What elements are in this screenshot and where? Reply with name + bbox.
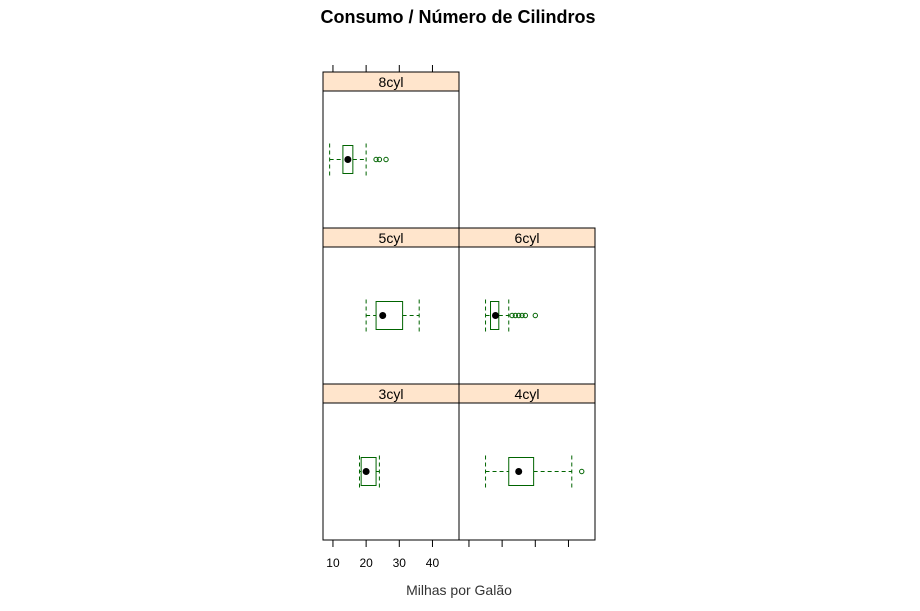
outlier-point <box>532 312 538 319</box>
box-iqr <box>508 457 535 486</box>
outlier-point <box>512 312 519 319</box>
outlier-point <box>516 312 522 319</box>
panel-strip-label: 4cyl <box>515 386 540 402</box>
panel-3cyl: 3cyl <box>322 383 460 541</box>
panel-strip-label: 6cyl <box>515 230 540 246</box>
panel-strip-label: 8cyl <box>379 74 404 90</box>
panel-strip-label: 5cyl <box>379 230 404 246</box>
panel-8cyl: 8cyl <box>322 71 460 229</box>
box-iqr <box>342 145 354 174</box>
panel-6cyl: 6cyl <box>458 227 596 385</box>
panel-5cyl: 5cyl <box>322 227 460 385</box>
outlier-point <box>522 312 529 319</box>
x-axis-label: Milhas por Galão <box>406 582 512 598</box>
panel-frame <box>322 246 460 385</box>
outlier-point <box>579 468 585 475</box>
box-iqr <box>375 301 404 330</box>
outlier-point <box>519 312 525 319</box>
median-dot <box>515 468 523 475</box>
x-tick-label: 30 <box>393 556 407 570</box>
chart-title: Consumo / Número de Cilindros <box>320 7 595 27</box>
median-dot <box>344 156 352 163</box>
panel-4cyl: 4cyl <box>458 383 596 541</box>
x-axis: 10 20 30 40 <box>326 65 569 570</box>
median-dot <box>379 312 387 319</box>
median-dot <box>362 468 370 475</box>
x-tick-label: 40 <box>426 556 440 570</box>
outlier-point <box>373 156 379 163</box>
x-tick-label: 10 <box>326 556 340 570</box>
outlier-point <box>383 156 389 163</box>
panel-frame <box>322 402 460 541</box>
median-dot <box>491 312 499 319</box>
panel-strip-label: 3cyl <box>379 386 404 402</box>
outlier-point <box>509 312 515 319</box>
x-tick-label: 20 <box>359 556 373 570</box>
panel-frame <box>458 402 596 541</box>
box-iqr <box>360 457 377 486</box>
panels: 8cyl 5cyl 6cyl 3cyl 4cyl <box>322 71 596 541</box>
panel-frame <box>458 246 596 385</box>
outlier-point <box>376 156 383 163</box>
